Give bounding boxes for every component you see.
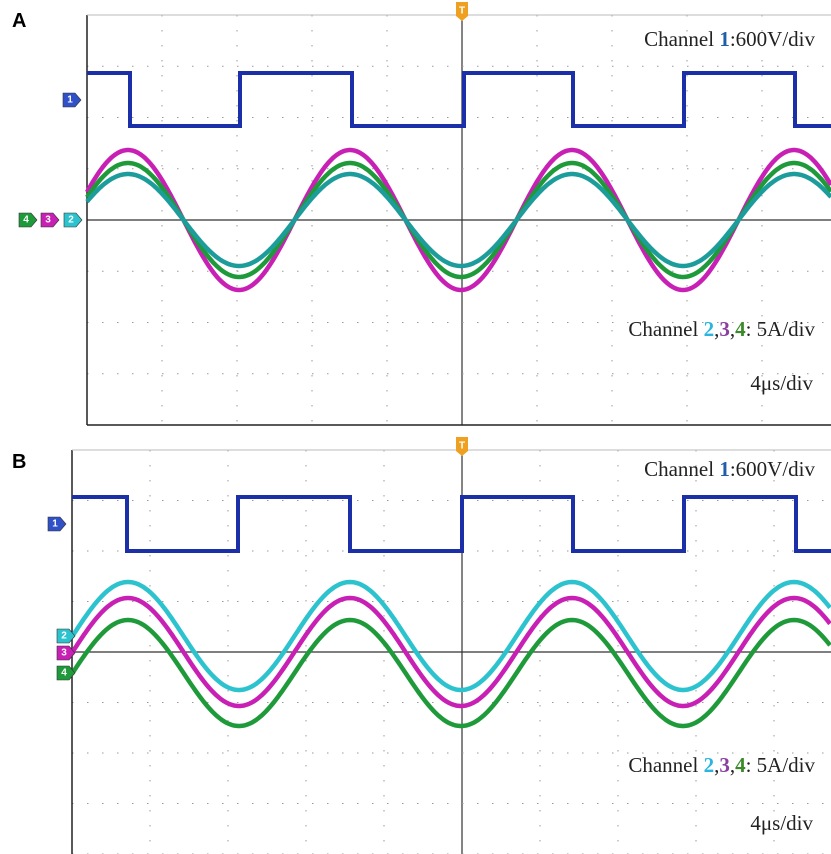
channel-number: 2 [704, 753, 715, 777]
channel-marker-label: 1 [67, 95, 73, 106]
scale-suffix: : 5A/div [746, 753, 816, 777]
scale-prefix: Channel [644, 457, 719, 481]
scale-suffix: :600V/div [730, 27, 816, 51]
time-scale: 4μs/div [750, 811, 813, 835]
scale-suffix: : 5A/div [746, 317, 816, 341]
figure: AT1432Channel 1:600V/divChannel 2,3,4: 5… [0, 0, 831, 854]
channel-number: 1 [719, 457, 730, 481]
voltage-scale: Channel 1:600V/div [644, 27, 815, 51]
channel-number: 3 [719, 317, 730, 341]
panel-label: A [12, 10, 26, 32]
channel-marker-label: 3 [61, 648, 67, 659]
channel-number: 3 [719, 753, 730, 777]
current-scale: Channel 2,3,4: 5A/div [628, 753, 815, 777]
voltage-waveform [87, 73, 831, 126]
channel-number: 1 [719, 27, 730, 51]
channel-number: 2 [704, 317, 715, 341]
voltage-waveform [72, 497, 831, 551]
channel-number: 4 [735, 317, 746, 341]
channel-marker-label: 1 [52, 519, 58, 530]
channel-marker-label: 3 [45, 215, 51, 226]
channel-marker-label: 4 [61, 668, 67, 679]
scale-prefix: Channel [644, 27, 719, 51]
channel-marker-label: 4 [23, 215, 29, 226]
scale-suffix: :600V/div [730, 457, 816, 481]
trigger-label: T [459, 441, 465, 452]
current-scale: Channel 2,3,4: 5A/div [628, 317, 815, 341]
scale-prefix: Channel [628, 317, 703, 341]
time-scale: 4μs/div [750, 371, 813, 395]
channel-marker-label: 2 [68, 215, 74, 226]
voltage-scale: Channel 1:600V/div [644, 457, 815, 481]
trigger-label: T [459, 6, 465, 17]
panel-label: B [12, 451, 26, 473]
scale-prefix: Channel [628, 753, 703, 777]
channel-number: 4 [735, 753, 746, 777]
channel-marker-label: 2 [61, 631, 67, 642]
